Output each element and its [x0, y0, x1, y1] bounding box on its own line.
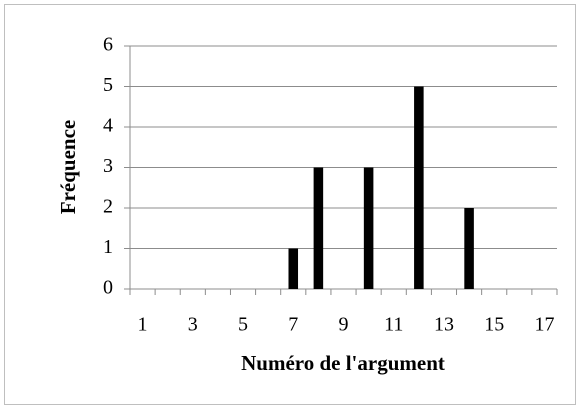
y-tick-label: 5: [103, 74, 113, 96]
bar: [363, 167, 374, 289]
x-axis-title: Numéro de l'argument: [241, 351, 445, 375]
x-tick-label: 9: [339, 314, 349, 336]
chart-frame: [4, 4, 576, 405]
y-tick-label: 1: [103, 236, 113, 258]
x-tick-label: 15: [484, 314, 504, 336]
y-tick-label: 6: [103, 34, 113, 56]
bar: [313, 167, 324, 289]
y-axis-title: Fréquence: [56, 120, 80, 214]
x-tick-label: 13: [434, 314, 454, 336]
y-tick-label: 0: [103, 277, 113, 299]
x-tick-label: 7: [288, 314, 298, 336]
bar: [464, 208, 474, 289]
x-tick-label: 1: [138, 314, 148, 336]
y-tick-label: 4: [103, 115, 113, 137]
x-tick-label: 17: [534, 314, 554, 336]
bar: [288, 248, 299, 289]
x-tick-label: 3: [188, 314, 198, 336]
x-tick-label: 11: [384, 314, 403, 336]
x-tick-label: 5: [238, 314, 248, 336]
y-tick-label: 2: [103, 196, 113, 218]
bar: [414, 86, 424, 289]
y-tick-label: 3: [103, 155, 113, 177]
